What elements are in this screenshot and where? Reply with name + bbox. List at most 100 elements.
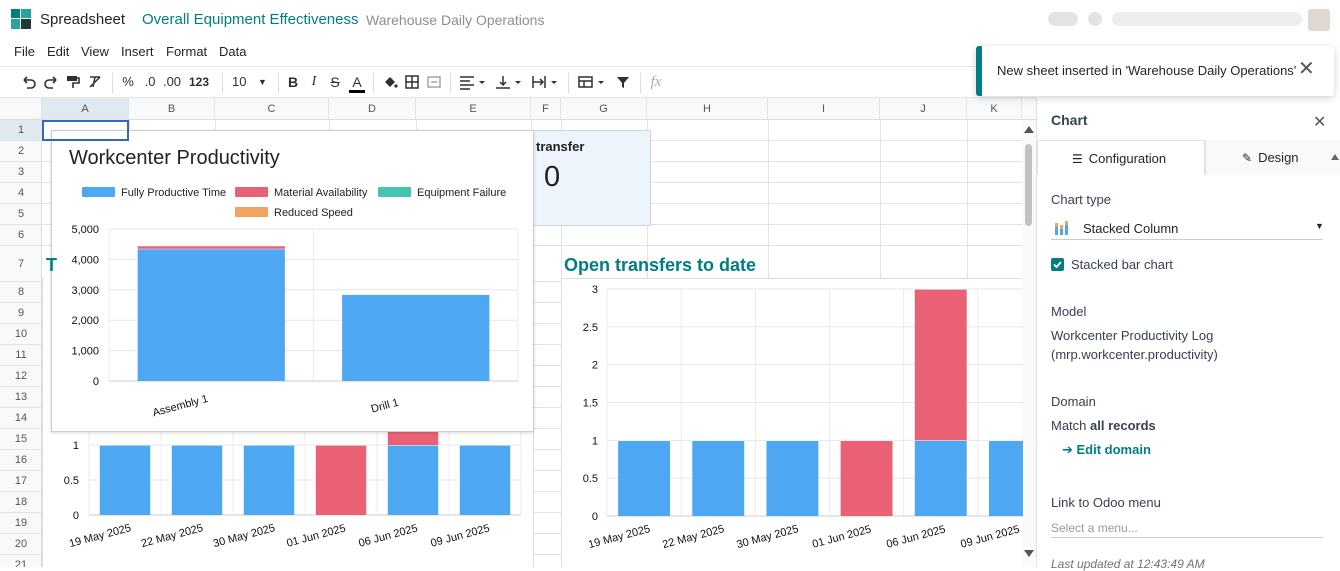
increase-decimals-button[interactable]: .00 — [162, 74, 182, 89]
panel-scroll-up-icon[interactable] — [1331, 154, 1339, 160]
app-name[interactable]: Spreadsheet — [40, 11, 126, 28]
row-header-12[interactable]: 12 — [0, 366, 42, 387]
chart-type-select[interactable]: Stacked Column ▼ — [1051, 216, 1324, 240]
clear-format-icon[interactable] — [86, 73, 104, 91]
menu-format[interactable]: Format — [166, 44, 208, 59]
column-header-b[interactable]: B — [129, 98, 215, 120]
row-header-11[interactable]: 11 — [0, 345, 42, 366]
legend-swatch — [82, 187, 115, 197]
y-tick-label: 2 — [592, 360, 598, 372]
percent-format-button[interactable]: % — [122, 74, 134, 89]
filter-icon[interactable] — [614, 73, 632, 91]
row-header-18[interactable]: 18 — [0, 492, 42, 513]
row-header-20[interactable]: 20 — [0, 534, 42, 555]
spreadsheet-logo-icon[interactable] — [11, 9, 31, 29]
borders-icon[interactable] — [403, 73, 421, 91]
row-header-3[interactable]: 3 — [0, 162, 42, 183]
y-tick-label: 3,000 — [71, 285, 99, 297]
vertical-scrollbar[interactable] — [1022, 120, 1036, 567]
selected-cell-a1[interactable] — [42, 120, 129, 141]
stacked-label[interactable]: Stacked bar chart — [1071, 257, 1173, 272]
menu-view[interactable]: View — [81, 44, 109, 59]
scroll-down-icon[interactable] — [1024, 550, 1034, 557]
vertical-align-dropdown[interactable] — [494, 73, 524, 91]
row-header-9[interactable]: 9 — [0, 303, 42, 324]
row-header-17[interactable]: 17 — [0, 471, 42, 492]
fill-color-icon[interactable] — [381, 73, 399, 91]
column-header-a[interactable]: A — [42, 98, 129, 120]
column-header-j[interactable]: J — [880, 98, 967, 120]
bar-series-0 — [243, 445, 295, 515]
chart-open-transfers[interactable]: 0 0.5 1 1.5 2 2.5 3 19 May 2025 22 May 2025 30 Ma… — [561, 278, 1053, 567]
row-header-13[interactable]: 13 — [0, 387, 42, 408]
chevron-down-icon: ▼ — [258, 77, 267, 87]
row-header-6[interactable]: 6 — [0, 225, 42, 246]
tab-configuration[interactable]: ☰ Configuration — [1037, 140, 1205, 175]
row-header-7[interactable]: 7 — [0, 246, 42, 282]
document-name[interactable]: Overall Equipment Effectiveness — [142, 11, 359, 28]
chart-type-value: Stacked Column — [1083, 221, 1179, 236]
conditional-format-dropdown[interactable] — [576, 73, 608, 91]
row-header-2[interactable]: 2 — [0, 141, 42, 162]
merge-cells-icon[interactable] — [425, 73, 443, 91]
paint-format-icon[interactable] — [64, 73, 82, 91]
column-header-h[interactable]: H — [647, 98, 768, 120]
column-header-k[interactable]: K — [967, 98, 1022, 120]
horizontal-align-dropdown[interactable] — [458, 73, 488, 91]
row-header-21[interactable]: 21 — [0, 555, 42, 567]
menu-insert[interactable]: Insert — [121, 44, 154, 59]
y-tick-label: 1,000 — [71, 346, 99, 358]
row-header-4[interactable]: 4 — [0, 183, 42, 204]
italic-button[interactable]: I — [311, 74, 317, 89]
row-header-1[interactable]: 1 — [0, 120, 42, 141]
toast-close-icon[interactable]: ✕ — [1298, 58, 1315, 80]
chart-workcenter-productivity[interactable]: Workcenter Productivity Fully Productive… — [51, 130, 534, 432]
decrease-decimals-button[interactable]: .0 — [144, 74, 156, 89]
legend-swatch — [235, 207, 268, 217]
avatar[interactable] — [1308, 9, 1330, 31]
row-header-14[interactable]: 14 — [0, 408, 42, 429]
column-headers: A B C D E F G H I J K — [0, 98, 1036, 120]
toolbar-separator — [278, 73, 279, 93]
document-folder[interactable]: Warehouse Daily Operations — [366, 12, 545, 28]
corner-cell[interactable] — [0, 98, 42, 120]
menu-data[interactable]: Data — [219, 44, 247, 59]
column-header-d[interactable]: D — [329, 98, 416, 120]
row-header-15[interactable]: 15 — [0, 429, 42, 450]
undo-icon[interactable] — [20, 73, 38, 91]
y-tick-label: 1.5 — [583, 398, 598, 410]
column-header-g[interactable]: G — [561, 98, 647, 120]
number-format-dropdown[interactable]: 123 ▼ — [184, 73, 214, 107]
scorecard[interactable]: transfer 0 — [534, 130, 651, 226]
scroll-up-icon[interactable] — [1024, 126, 1034, 133]
menu-edit[interactable]: Edit — [47, 44, 70, 59]
strikethrough-button[interactable]: S — [330, 74, 340, 90]
odoo-menu-input[interactable]: Select a menu... — [1051, 518, 1323, 538]
row-header-19[interactable]: 19 — [0, 513, 42, 534]
close-icon[interactable]: ✕ — [1313, 114, 1327, 131]
column-header-c[interactable]: C — [215, 98, 329, 120]
menu-file[interactable]: File — [14, 44, 35, 59]
column-header-i[interactable]: I — [768, 98, 880, 120]
panel-title: Chart — [1051, 112, 1088, 128]
stacked-checkbox[interactable] — [1051, 258, 1064, 271]
font-size-dropdown[interactable]: 10 ▼ — [232, 73, 270, 91]
text-wrap-dropdown[interactable] — [530, 73, 560, 91]
text-color-button[interactable]: A — [349, 73, 365, 93]
x-tick-label: 09 Jun 2025 — [959, 523, 1021, 550]
bold-button[interactable]: B — [287, 74, 299, 90]
column-header-e[interactable]: E — [416, 98, 531, 120]
redo-icon[interactable] — [42, 73, 60, 91]
edit-domain-link[interactable]: ➔ Edit domain — [1062, 442, 1151, 458]
x-tick-label: 19 May 2025 — [68, 522, 133, 550]
column-header-f[interactable]: F — [531, 98, 561, 120]
tab-design[interactable]: ✎ Design — [1205, 140, 1340, 175]
chart-wc-svg: Fully Productive Time Material Availabili… — [71, 187, 519, 419]
row-header-16[interactable]: 16 — [0, 450, 42, 471]
model-value: Workcenter Productivity Log — [1051, 328, 1214, 343]
row-header-8[interactable]: 8 — [0, 282, 42, 303]
row-header-5[interactable]: 5 — [0, 204, 42, 225]
row-header-10[interactable]: 10 — [0, 324, 42, 345]
stacked-column-icon — [1055, 221, 1068, 235]
scrollbar-thumb[interactable] — [1025, 144, 1032, 226]
